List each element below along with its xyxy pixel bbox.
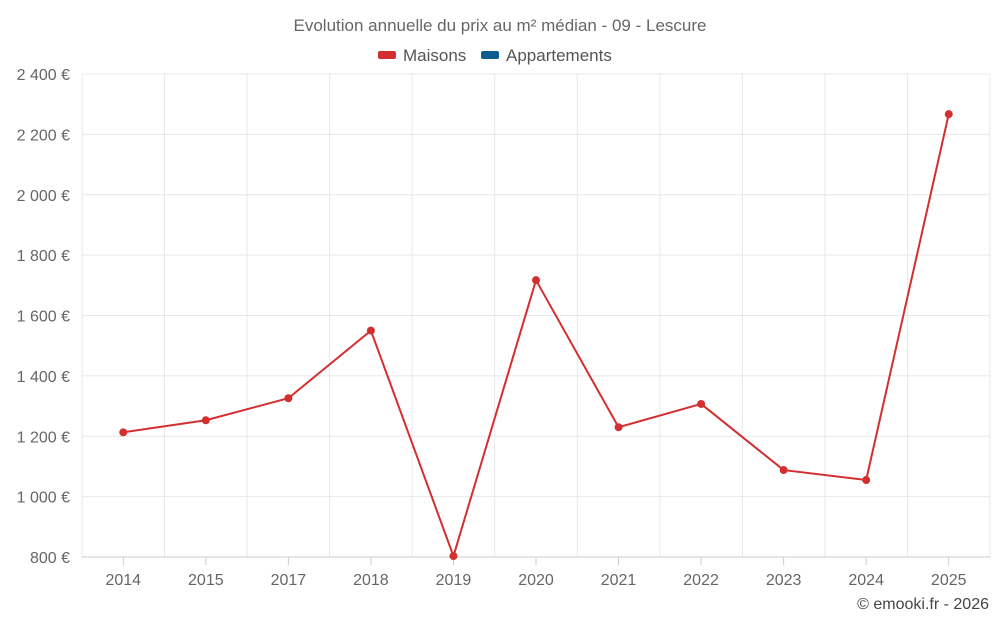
series	[119, 110, 953, 561]
y-tick-label: 2 200 €	[17, 127, 70, 144]
x-tick-label: 2021	[601, 572, 637, 589]
y-tick-label: 1 600 €	[17, 309, 70, 326]
data-point-maisons[interactable]	[449, 552, 458, 561]
x-tick-label: 2023	[766, 572, 802, 589]
x-tick-label: 2019	[436, 572, 472, 589]
y-tick-label: 2 400 €	[17, 67, 70, 84]
data-point-maisons[interactable]	[614, 423, 623, 432]
data-point-maisons[interactable]	[284, 394, 293, 403]
x-tick-label: 2022	[683, 572, 719, 589]
data-point-maisons[interactable]	[697, 399, 706, 408]
y-tick-label: 1 400 €	[17, 369, 70, 386]
x-axis-ticks: 2014 2015 2017 2018 2019 2020 2021 2022 2023 2024…	[105, 557, 967, 589]
y-tick-label: 1 000 €	[17, 490, 70, 507]
credit-text: © emooki.fr - 2026	[857, 596, 989, 613]
x-tick-label: 2018	[353, 572, 389, 589]
y-tick-label: 800 €	[30, 550, 70, 567]
data-point-maisons[interactable]	[862, 476, 871, 485]
data-point-maisons[interactable]	[119, 428, 128, 437]
data-point-maisons[interactable]	[944, 110, 953, 119]
legend-item-maisons[interactable]: Maisons	[378, 46, 466, 65]
grid	[81, 73, 991, 557]
y-tick-label: 1 200 €	[17, 429, 70, 446]
data-point-maisons[interactable]	[366, 326, 375, 335]
y-tick-label: 1 800 €	[17, 248, 70, 265]
x-tick-label: 2015	[188, 572, 224, 589]
legend-swatch-appartements	[481, 51, 499, 59]
data-point-maisons[interactable]	[201, 416, 210, 425]
data-point-maisons[interactable]	[532, 276, 540, 285]
x-tick-label: 2024	[848, 572, 884, 589]
y-axis-ticks: 800 € 1 000 € 1 200 € 1 400 € 1 600 € 1 800 €…	[17, 67, 70, 567]
x-tick-label: 2014	[105, 572, 141, 589]
x-tick-label: 2020	[518, 572, 554, 589]
y-tick-label: 2 000 €	[17, 188, 70, 205]
chart-title: Evolution annuelle du prix au m² médian …	[294, 16, 707, 35]
legend-label-maisons: Maisons	[403, 46, 466, 65]
legend-swatch-maisons	[378, 51, 396, 59]
data-point-maisons[interactable]	[779, 466, 788, 475]
legend: Maisons Appartements	[378, 46, 612, 65]
x-tick-label: 2017	[271, 572, 307, 589]
legend-label-appartements: Appartements	[506, 46, 612, 65]
x-tick-label: 2025	[931, 572, 967, 589]
legend-item-appartements[interactable]: Appartements	[481, 46, 612, 65]
